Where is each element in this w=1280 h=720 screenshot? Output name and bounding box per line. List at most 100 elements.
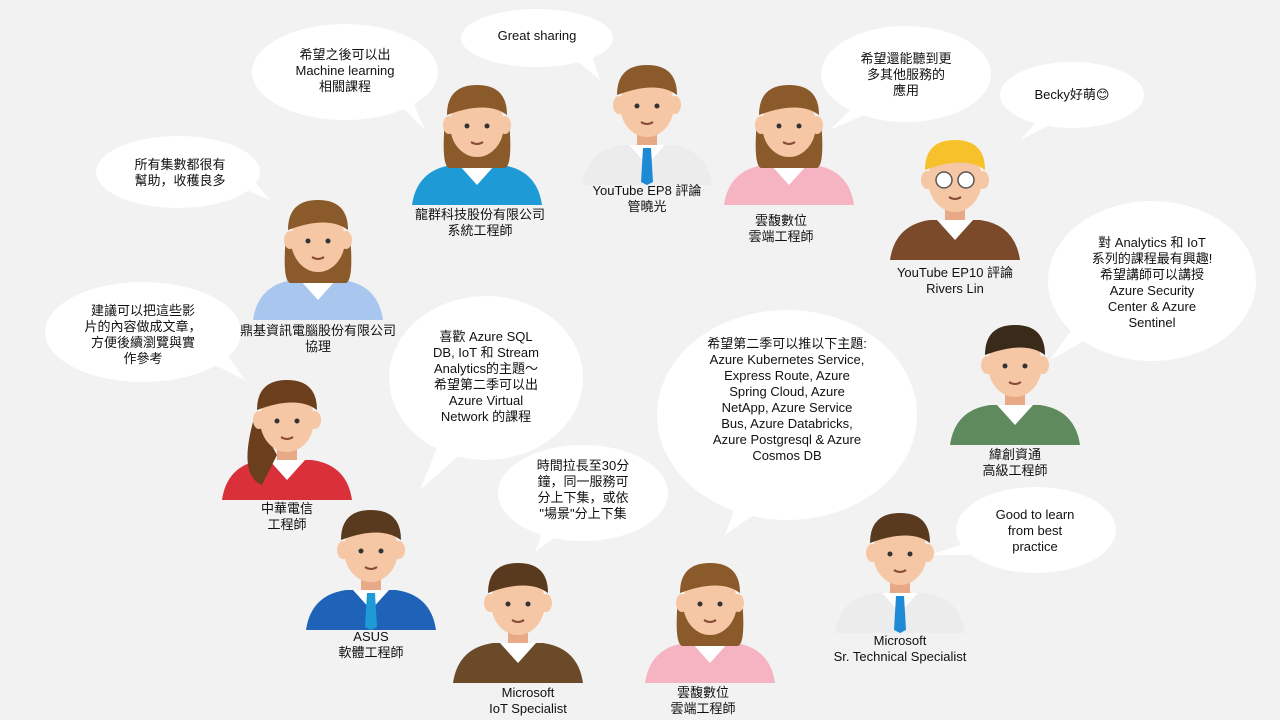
comment-line: 建議可以把這些影 [90, 303, 195, 318]
mouth [511, 619, 525, 623]
hair [288, 200, 348, 230]
comment-line: 對 Analytics 和 IoT [1098, 235, 1206, 250]
comment-line: Center & Azure [1107, 299, 1197, 314]
caption-line: Microsoft [501, 685, 555, 700]
avatar-p10 [950, 325, 1080, 445]
speech-bubble [96, 136, 260, 208]
speech-bubble [252, 24, 438, 120]
person-caption: 雲馥數位 雲端工程師 [748, 213, 813, 245]
comment-line: 所有集數都很有 [134, 157, 226, 172]
eye [697, 601, 703, 607]
eye [484, 123, 490, 129]
eye [1022, 363, 1028, 369]
caption-line: 龍群科技股份有限公司 [414, 207, 546, 222]
avatar-p7 [306, 510, 436, 630]
collar [500, 643, 536, 663]
comment-line: 方便後續瀏覽與實 [90, 335, 195, 350]
comment-text: 對 Analytics 和 IoT 系列的課程最有興趣! 希望講師可以講授 Azure… [1057, 235, 1247, 331]
hair [759, 85, 819, 115]
hair [680, 563, 740, 593]
avatar-p3 [724, 85, 854, 205]
speech-bubble [657, 310, 917, 520]
person-caption: YouTube EP10 評論 Rivers Lin [897, 265, 1013, 297]
comment-line: 片的內容做成文章， [84, 319, 202, 334]
comment-line: Analytics的主題～ [433, 361, 539, 376]
eye [887, 551, 893, 557]
comment-line: Azure Virtual [448, 393, 524, 408]
speech-bubble [956, 487, 1116, 573]
caption-line: 緯創資通 [988, 447, 1042, 462]
eye [907, 551, 913, 557]
eye [634, 103, 640, 109]
comment-line: 希望第二季可以推以下主題: [707, 336, 867, 351]
bubble-tail [395, 95, 425, 130]
speech-bubble [1000, 62, 1144, 128]
caption-line: IoT Specialist [489, 701, 567, 716]
mouth [703, 619, 717, 623]
glasses-icon [935, 171, 953, 189]
hair [985, 325, 1045, 355]
avatar-p11 [835, 513, 965, 633]
bubble-tail [930, 540, 980, 555]
caption-line: 軟體工程師 [338, 645, 404, 660]
hair [257, 380, 317, 410]
collar [771, 165, 807, 185]
comment-line: Great sharing [497, 28, 577, 43]
eye [717, 601, 723, 607]
person-caption: ASUS 軟體工程師 [338, 629, 403, 661]
comment-line: Machine learning [295, 63, 395, 78]
collar [937, 220, 973, 240]
caption-line: 雲馥數位 [754, 213, 808, 228]
comment-line: Express Route, Azure [724, 368, 850, 383]
tie [365, 593, 377, 630]
tie [894, 596, 906, 633]
comment-line: 分上下集，或依 [537, 490, 629, 505]
comment-line: 希望講師可以講授 [1099, 267, 1204, 282]
caption-line: ASUS [353, 629, 389, 644]
comment-line: 喜歡 Azure SQL [439, 329, 533, 344]
comment-text: Good to learn from best practice [960, 507, 1110, 555]
person-caption: YouTube EP8 評論 管曉光 [593, 183, 702, 215]
caption-line: 雲端工程師 [748, 229, 814, 244]
comment-text: 希望還能聽到更 多其他服務的 應用 [826, 51, 986, 99]
collar [300, 280, 336, 300]
mouth [948, 196, 962, 200]
caption-line: 工程師 [267, 517, 307, 532]
bubble-tail [205, 345, 245, 380]
caption-line: Sr. Technical Specialist [833, 649, 967, 664]
speech-bubble [1048, 201, 1256, 361]
comment-text: Great sharing [462, 28, 612, 44]
comment-text: 建議可以把這些影 片的內容做成文章， 方便後續瀏覽與實 作參考 [53, 303, 233, 367]
comment-line: Becky好萌😊 [1034, 87, 1110, 102]
speech-bubble [45, 282, 241, 382]
mouth [1008, 381, 1022, 385]
avatar-p2 [582, 65, 712, 185]
collar [692, 643, 728, 663]
bubble-tail [1050, 325, 1095, 360]
comment-line: Spring Cloud, Azure [729, 384, 845, 399]
avatar-p6 [222, 380, 352, 500]
caption-line: 協理 [304, 339, 332, 354]
comment-line: Azure Postgresql & Azure [712, 432, 862, 447]
mouth [280, 436, 294, 440]
mouth [782, 141, 796, 145]
caption-line: 雲馥數位 [676, 685, 730, 700]
hair [617, 65, 677, 95]
bubble-tail [725, 495, 775, 535]
comment-line: 希望之後可以出 [299, 47, 391, 62]
collar [459, 165, 495, 185]
tie [641, 148, 653, 185]
comment-line: 應用 [892, 83, 919, 98]
hair [488, 563, 548, 593]
person-caption: Microsoft IoT Specialist [489, 685, 567, 717]
bubble-tail [535, 525, 565, 552]
comment-line: 希望第二季可以出 [433, 377, 538, 392]
caption-line: 中華電信 [260, 501, 314, 516]
comment-line: "場景"分上下集 [539, 506, 627, 521]
avatar-p1 [412, 85, 542, 205]
eye [464, 123, 470, 129]
speech-bubble [389, 296, 583, 460]
person-caption: 鼎基資訊電腦股份有限公司 協理 [240, 323, 396, 355]
comment-line: Network 的課程 [440, 409, 532, 424]
comment-line: 希望還能聽到更 [860, 51, 952, 66]
